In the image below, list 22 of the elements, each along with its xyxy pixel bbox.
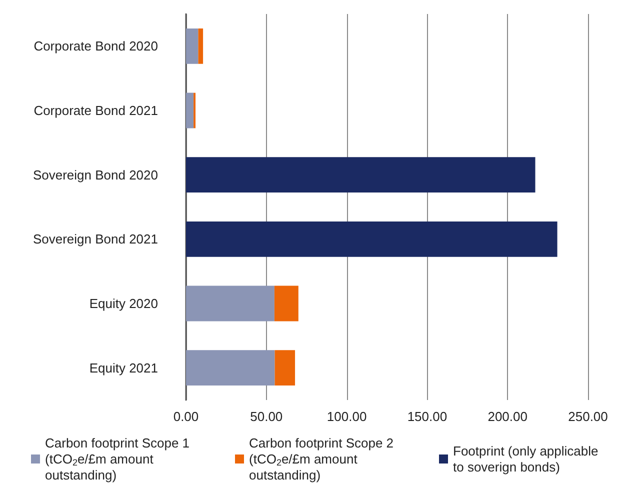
- bar: [186, 92, 194, 128]
- bar: [186, 221, 558, 257]
- y-tick-label: Corporate Bond 2020: [34, 38, 158, 54]
- bar: [186, 286, 274, 322]
- bar: [186, 157, 536, 193]
- bar: [274, 350, 296, 386]
- y-tick-label: Equity 2021: [89, 360, 158, 376]
- bar: [274, 286, 298, 322]
- x-tick-label: 250.00: [568, 409, 608, 424]
- y-tick-label: Equity 2020: [89, 296, 158, 311]
- y-tick-label: Sovereign Bond 2021: [32, 232, 158, 247]
- y-tick-label: Sovereign Bond 2020: [32, 167, 158, 182]
- x-tick-label: 100.00: [326, 409, 367, 424]
- x-tick-label: 50.00: [250, 409, 283, 424]
- bar: [186, 350, 275, 386]
- legend-label: Footprint (only applicable to soverign bonds): [453, 444, 602, 474]
- bar: [186, 28, 198, 64]
- x-tick-label: 150.00: [407, 409, 448, 424]
- x-tick-label: 200.00: [488, 409, 528, 424]
- x-tick-label: 0.00: [173, 409, 199, 424]
- y-tick-label: Corporate Bond 2021: [34, 103, 158, 118]
- bar: [198, 28, 204, 64]
